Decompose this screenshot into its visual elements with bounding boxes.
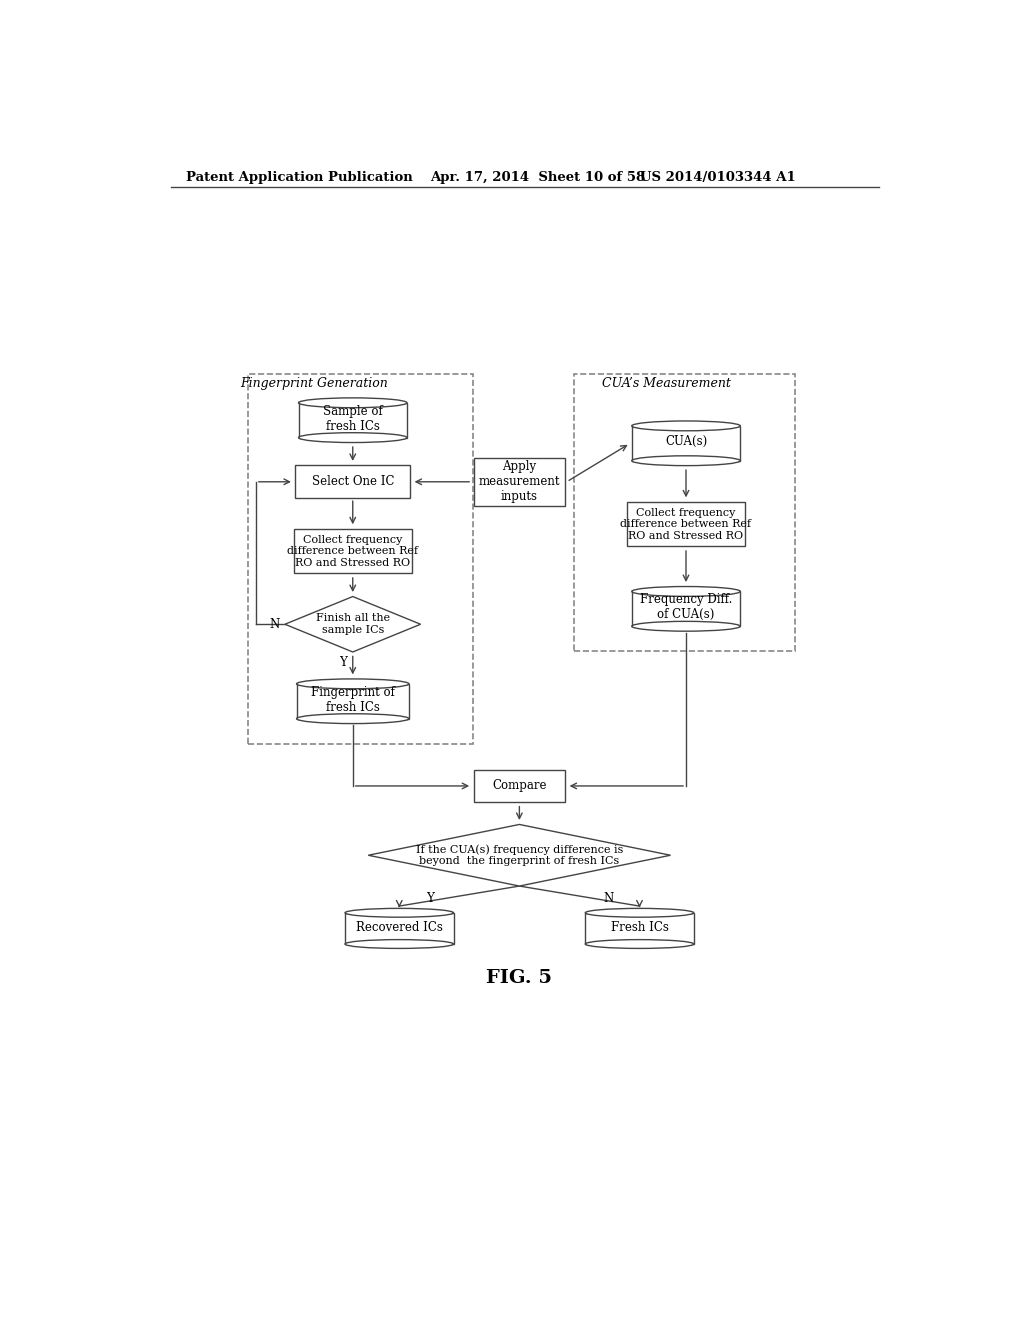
Text: If the CUA(s) frequency difference is
beyond  the fingerprint of fresh ICs: If the CUA(s) frequency difference is be… (416, 845, 623, 866)
Ellipse shape (299, 433, 407, 442)
Polygon shape (285, 597, 421, 652)
Ellipse shape (345, 940, 454, 949)
Bar (297, 684, 409, 718)
Text: Select One IC: Select One IC (311, 475, 394, 488)
Polygon shape (369, 825, 671, 886)
FancyBboxPatch shape (627, 502, 744, 546)
Text: Frequency Diff.
of CUA(s): Frequency Diff. of CUA(s) (640, 594, 732, 622)
Text: Recovered ICs: Recovered ICs (355, 920, 442, 933)
Bar (345, 913, 454, 944)
Text: Fingerprint of
fresh ICs: Fingerprint of fresh ICs (311, 686, 394, 714)
Text: Finish all the
sample ICs: Finish all the sample ICs (315, 614, 390, 635)
Ellipse shape (299, 397, 407, 408)
Ellipse shape (586, 940, 693, 949)
Text: CUA(s): CUA(s) (665, 436, 708, 449)
Ellipse shape (632, 455, 740, 466)
Ellipse shape (632, 586, 740, 597)
Text: Compare: Compare (493, 779, 547, 792)
Ellipse shape (586, 908, 693, 917)
Text: N: N (603, 892, 613, 906)
Bar (632, 426, 740, 461)
Text: FIG. 5: FIG. 5 (486, 969, 552, 987)
Text: Sample of
fresh ICs: Sample of fresh ICs (323, 405, 383, 433)
Text: Apply
measurement
inputs: Apply measurement inputs (478, 461, 560, 503)
Text: Fresh ICs: Fresh ICs (610, 920, 669, 933)
FancyBboxPatch shape (294, 529, 412, 573)
Bar (632, 591, 740, 626)
FancyBboxPatch shape (474, 770, 565, 803)
Text: Y: Y (340, 656, 347, 669)
Bar (586, 913, 693, 944)
Text: Collect frequency
difference between Ref
RO and Stressed RO: Collect frequency difference between Ref… (288, 535, 418, 568)
Ellipse shape (345, 908, 454, 917)
FancyBboxPatch shape (295, 466, 410, 498)
Text: US 2014/0103344 A1: US 2014/0103344 A1 (640, 172, 796, 185)
Text: Collect frequency
difference between Ref
RO and Stressed RO: Collect frequency difference between Ref… (621, 508, 752, 541)
Text: Fingerprint Generation: Fingerprint Generation (240, 376, 388, 389)
Ellipse shape (297, 714, 409, 723)
Text: Patent Application Publication: Patent Application Publication (186, 172, 413, 185)
Text: Apr. 17, 2014  Sheet 10 of 58: Apr. 17, 2014 Sheet 10 of 58 (430, 172, 645, 185)
Text: N: N (269, 618, 280, 631)
FancyBboxPatch shape (474, 458, 565, 506)
Ellipse shape (632, 421, 740, 430)
Text: CUA’s Measurement: CUA’s Measurement (602, 376, 731, 389)
Ellipse shape (632, 622, 740, 631)
Bar (299, 403, 407, 438)
Text: Y: Y (426, 892, 434, 906)
Ellipse shape (297, 678, 409, 689)
